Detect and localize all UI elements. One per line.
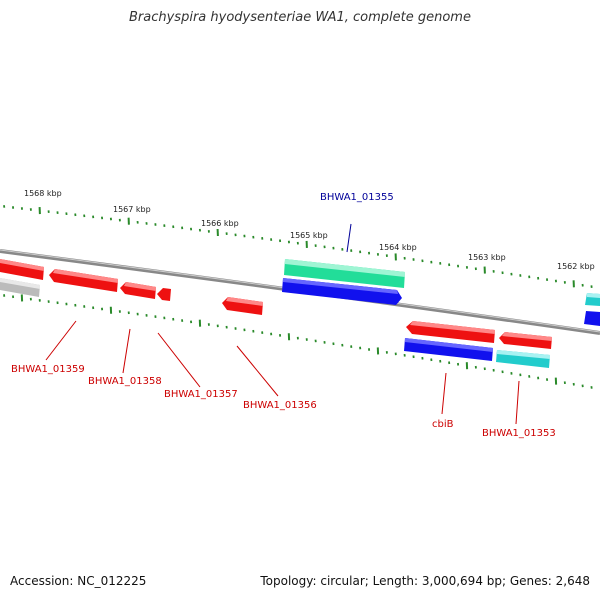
accession-text: Accession: NC_012225: [10, 574, 147, 588]
gene-label[interactable]: BHWA1_01356: [243, 400, 317, 411]
genome-stats-text: Topology: circular; Length: 3,000,694 bp…: [260, 574, 590, 588]
gene-label[interactable]: BHWA1_01357: [164, 389, 238, 400]
gene-feature-BHWA1_01356[interactable]: [222, 297, 263, 315]
leader-line: [236, 345, 279, 397]
tick-label: 1564 kbp: [379, 243, 417, 252]
tick-marks-inner: [3, 294, 593, 389]
gene-feature-BHWA1_01358[interactable]: [120, 282, 156, 299]
leader-line: [346, 223, 352, 253]
leader-line: [157, 332, 201, 388]
leader-line: [122, 328, 131, 374]
gene-label[interactable]: BHWA1_01358: [88, 376, 162, 387]
gene-feature-cbiB[interactable]: [406, 321, 495, 343]
gene-feature-cbiB-reverse[interactable]: [404, 338, 493, 361]
gene-label[interactable]: BHWA1_01359: [11, 364, 85, 375]
gene-feature-BHWA1_01355[interactable]: [282, 278, 402, 305]
gene-label[interactable]: cbiB: [432, 419, 454, 430]
gene-feature-BHWA1_01353[interactable]: [499, 332, 552, 349]
gene-feature-rna-BHWA1_01355[interactable]: [284, 259, 405, 288]
tick-label: 1565 kbp: [290, 231, 328, 240]
gene-feature-pseudo-left[interactable]: [0, 278, 40, 297]
tick-label: 1567 kbp: [113, 205, 151, 214]
gene-feature-misc-BHWA1_01353[interactable]: [496, 350, 550, 368]
tick-label: 1563 kbp: [468, 253, 506, 262]
map-title: Brachyspira hyodysenteriae WA1, complete…: [129, 10, 471, 25]
tick-marks-outer: [3, 205, 593, 288]
leader-line: [45, 320, 77, 361]
gene-label[interactable]: BHWA1_01353: [482, 428, 556, 439]
gene-feature-left-edge[interactable]: [0, 259, 44, 280]
gene-feature-misc-right[interactable]: [585, 293, 600, 306]
gene-feature-BHWA1_01359[interactable]: [49, 269, 118, 292]
gene-label[interactable]: BHWA1_01355: [320, 192, 394, 203]
gene-feature-reverse-right[interactable]: [584, 311, 600, 326]
leader-line: [515, 380, 520, 425]
gene-feature-BHWA1_01357[interactable]: [157, 288, 171, 301]
tick-label: 1566 kbp: [201, 219, 239, 228]
tick-label: 1562 kbp: [557, 262, 595, 271]
tick-label: 1568 kbp: [24, 189, 62, 198]
leader-line: [441, 372, 447, 415]
